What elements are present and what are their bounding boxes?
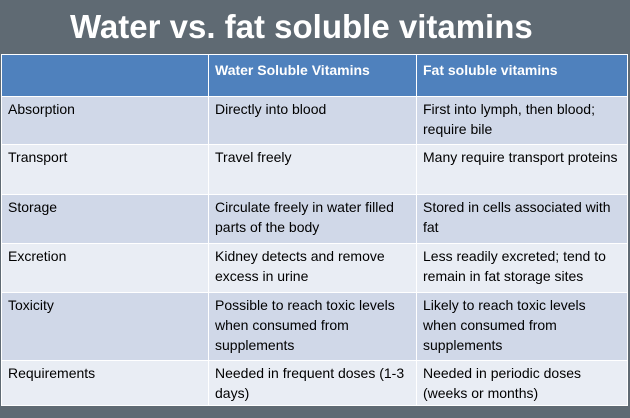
table-row: Absorption Directly into blood First int… [1, 96, 628, 145]
row-label: Storage [1, 194, 209, 244]
fat-cell: Many require transport proteins [416, 144, 628, 195]
water-cell: Travel freely [208, 144, 417, 195]
row-label: Toxicity [1, 292, 209, 361]
water-cell: Needed in frequent doses (1-3 days) [208, 360, 417, 406]
fat-cell: Needed in periodic doses (weeks or month… [416, 360, 628, 406]
water-cell: Possible to reach toxic levels when cons… [208, 292, 417, 361]
header-fat-soluble: Fat soluble vitamins [416, 54, 628, 97]
header-water-soluble: Water Soluble Vitamins [208, 54, 417, 97]
table-row: Storage Circulate freely in water filled… [1, 194, 628, 244]
table-row: Toxicity Possible to reach toxic levels … [1, 292, 628, 361]
fat-cell: Likely to reach toxic levels when consum… [416, 292, 628, 361]
table-header-row: Water Soluble Vitamins Fat soluble vitam… [1, 54, 628, 97]
row-label: Absorption [1, 96, 209, 145]
row-label: Excretion [1, 243, 209, 293]
water-cell: Kidney detects and remove excess in urin… [208, 243, 417, 293]
fat-cell: Less readily excreted; tend to remain in… [416, 243, 628, 293]
water-cell: Directly into blood [208, 96, 417, 145]
fat-cell: Stored in cells associated with fat [416, 194, 628, 244]
fat-cell: First into lymph, then blood; require bi… [416, 96, 628, 145]
row-label: Transport [1, 144, 209, 195]
slide-title: Water vs. fat soluble vitamins [70, 8, 533, 45]
water-cell: Circulate freely in water filled parts o… [208, 194, 417, 244]
table-row: Requirements Needed in frequent doses (1… [1, 360, 628, 406]
header-empty [1, 54, 209, 97]
row-label: Requirements [1, 360, 209, 406]
table-row: Excretion Kidney detects and remove exce… [1, 243, 628, 293]
table-row: Transport Travel freely Many require tra… [1, 144, 628, 195]
comparison-table: Water Soluble Vitamins Fat soluble vitam… [1, 54, 628, 406]
